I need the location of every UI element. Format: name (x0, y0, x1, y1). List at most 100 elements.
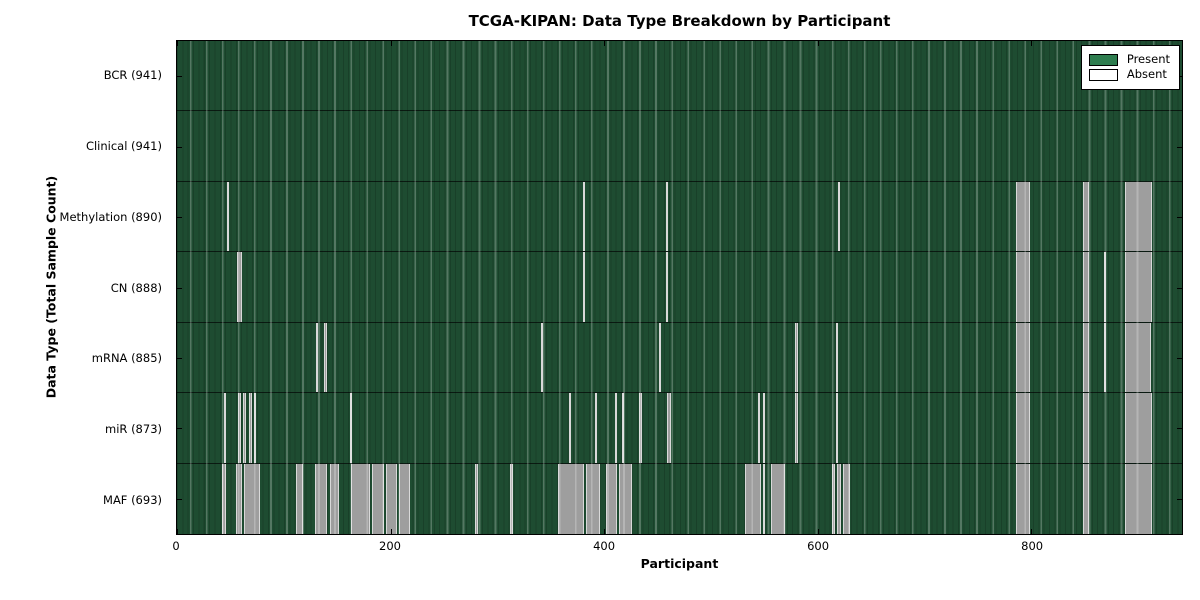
y-tick-label-mRNA: mRNA (885) (91, 351, 162, 366)
data-row-mRNA (177, 322, 1182, 394)
y-tick-label-MAF: MAF (693) (103, 492, 162, 507)
absent-band (221, 463, 227, 534)
absent-band (223, 393, 226, 463)
y-tick-mark (1177, 287, 1182, 289)
y-tick-label-Methylation: Methylation (890) (59, 209, 162, 224)
absent-band (295, 463, 304, 534)
x-tick-mark (817, 529, 819, 534)
x-tick-mark (604, 41, 606, 46)
absent-band (666, 181, 669, 252)
absent-band (1016, 463, 1031, 534)
absent-band (770, 463, 785, 534)
x-tick-mark (1031, 41, 1033, 46)
absent-band (1082, 393, 1090, 463)
absent-band (1016, 393, 1031, 463)
absent-band (399, 463, 410, 534)
absent-band (227, 181, 230, 252)
absent-band (658, 322, 661, 393)
absent-band (795, 393, 798, 463)
legend-present-label: Present (1126, 52, 1170, 67)
x-tick-label-800: 800 (1021, 539, 1044, 553)
absent-band (1016, 181, 1031, 252)
y-tick-mark (177, 428, 182, 430)
y-tick-mark (1177, 428, 1182, 430)
absent-band (622, 393, 625, 463)
absent-band (667, 393, 672, 463)
absent-band (639, 393, 642, 463)
absent-band (237, 393, 242, 463)
y-tick-mark (1177, 217, 1182, 219)
absent-band (838, 181, 841, 252)
x-axis-label: Participant (640, 556, 719, 571)
x-tick-mark (390, 41, 392, 46)
absent-band (837, 463, 842, 534)
legend-entry-absent: Absent (1088, 69, 1170, 81)
absent-band (1125, 252, 1153, 322)
absent-band (1125, 393, 1153, 463)
x-tick-label-600: 600 (807, 539, 830, 553)
absent-band (315, 322, 318, 393)
absent-band (666, 252, 669, 322)
legend-entry-present: Present (1088, 52, 1170, 67)
absent-band (474, 463, 479, 534)
absent-band (314, 463, 327, 534)
x-tick-labels: 0 200 400 600 800 (172, 539, 1183, 555)
legend-absent-swatch (1088, 69, 1118, 81)
absent-band (1082, 322, 1090, 393)
y-tick-label-BCR: BCR (941) (103, 68, 162, 83)
absent-band (235, 463, 243, 534)
x-tick-mark (177, 41, 178, 46)
absent-band (835, 322, 839, 393)
y-tick-mark (177, 287, 182, 289)
absent-band (510, 463, 514, 534)
absent-band (253, 393, 257, 463)
absent-band (350, 393, 353, 463)
absent-band (745, 463, 762, 534)
y-tick-mark (177, 498, 182, 500)
y-tick-labels: BCR (941) Clinical (941) Methylation (890)… (0, 40, 170, 535)
absent-band (619, 463, 632, 534)
absent-band (568, 393, 572, 463)
data-row-BCR (177, 41, 1182, 112)
chart-title: TCGA-KIPAN: Data Type Breakdown by Parti… (468, 12, 891, 30)
absent-band (351, 463, 371, 534)
x-tick-mark (390, 529, 392, 534)
x-tick-label-0: 0 (172, 539, 180, 553)
y-tick-mark (1177, 146, 1182, 148)
absent-band (835, 393, 839, 463)
y-tick-mark (1177, 498, 1182, 500)
data-row-Methylation (177, 181, 1182, 253)
y-tick-mark (177, 357, 182, 359)
absent-band (1125, 181, 1153, 252)
absent-band (1104, 252, 1107, 322)
absent-band (582, 252, 585, 322)
legend: Present Absent (1080, 45, 1180, 90)
absent-band (1016, 252, 1031, 322)
legend-present-swatch (1088, 54, 1118, 66)
absent-band (1082, 252, 1090, 322)
absent-band (843, 463, 850, 534)
absent-band (1125, 463, 1153, 534)
y-tick-label-CN: CN (888) (110, 280, 162, 295)
x-tick-label-400: 400 (593, 539, 616, 553)
absent-band (236, 252, 243, 322)
y-tick-label-Clinical: Clinical (941) (85, 139, 162, 154)
absent-band (614, 393, 617, 463)
absent-band (1104, 322, 1107, 393)
absent-band (795, 322, 798, 393)
absent-band (243, 393, 247, 463)
data-row-miR (177, 393, 1182, 464)
x-tick-mark (1031, 529, 1033, 534)
plot-area: Present Absent (176, 40, 1183, 535)
absent-band (763, 393, 766, 463)
absent-band (244, 463, 261, 534)
y-tick-mark (1177, 357, 1182, 359)
y-tick-mark (177, 146, 182, 148)
absent-band (757, 393, 761, 463)
absent-band (594, 393, 597, 463)
x-tick-mark (177, 529, 178, 534)
absent-band (1082, 463, 1090, 534)
absent-band (586, 463, 600, 534)
absent-band (1082, 181, 1090, 252)
absent-band (324, 322, 327, 393)
